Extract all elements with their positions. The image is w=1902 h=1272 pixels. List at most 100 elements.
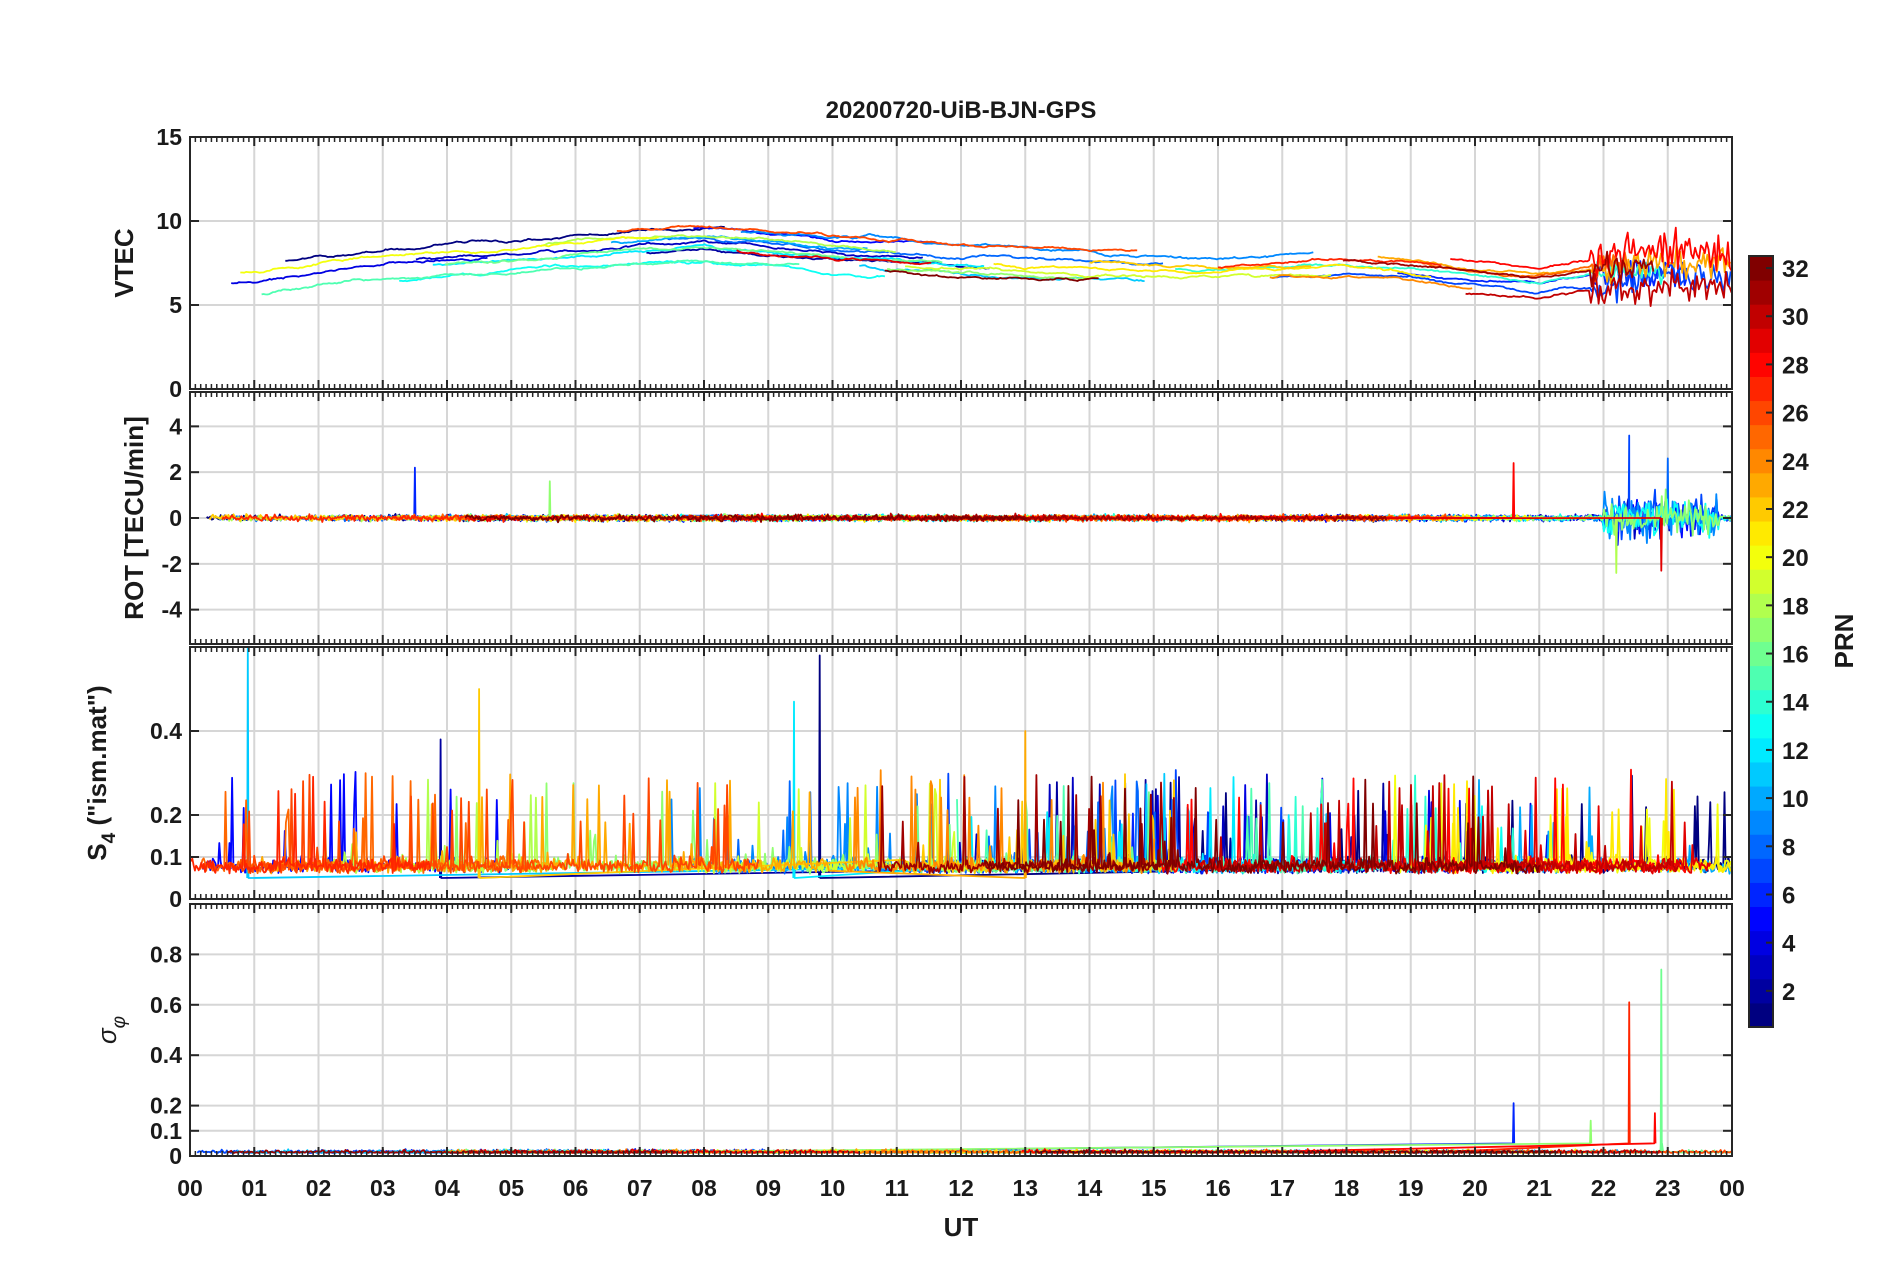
chart-title: 20200720-UiB-BJN-GPS — [826, 97, 1097, 124]
vtec-ytick-labels: 0 5 10 15 — [156, 124, 182, 402]
vtec-series-prn-27 — [1217, 257, 1442, 269]
vtec-series-prn-1 — [285, 225, 725, 262]
colorbar-tick-label: 16 — [1782, 642, 1809, 669]
sigma-ytick-label: 0.4 — [150, 1042, 182, 1068]
panel-s4: 0 0.1 0.2 0.4 S4 ("ism.mat") — [82, 646, 1733, 912]
x-tick-label: 09 — [755, 1175, 781, 1201]
s4-ytick-label: 0 — [169, 886, 182, 912]
colorbar-tick-label: 32 — [1782, 256, 1809, 283]
colorbar-frame — [1748, 255, 1774, 1028]
vtec-series-prn-4 — [231, 256, 488, 285]
x-tick-label: 23 — [1655, 1175, 1681, 1201]
rot-ytick-labels: -4 -2 0 2 4 — [162, 413, 183, 622]
x-tick-label: 16 — [1205, 1175, 1231, 1201]
vtec-axes-box — [189, 136, 1733, 390]
s4-series — [190, 647, 1732, 879]
colorbar-tick-label: 2 — [1782, 979, 1795, 1006]
vtec-series-prn-31 — [1342, 250, 1655, 288]
vtec-ytick-label: 5 — [169, 292, 182, 318]
vtec-series-prn-32 — [884, 269, 1099, 282]
s4-axes-box — [189, 646, 1733, 900]
colorbar-cell — [1749, 617, 1773, 642]
colorbar-tick-label: 20 — [1782, 545, 1809, 572]
sigma-ylabel-sub: φ — [109, 1016, 130, 1028]
vtec-series-prn-19 — [905, 265, 1332, 280]
colorbar-tick-label: 26 — [1782, 401, 1809, 428]
colorbar-cells — [1749, 256, 1773, 1028]
colorbar-cell — [1749, 665, 1773, 691]
s4-series-prn-27 — [190, 775, 431, 875]
vtec-series-prn-26 — [616, 224, 1138, 252]
sigma-grid — [190, 904, 1732, 1156]
sigma-ytick-label: 0.8 — [150, 941, 182, 967]
colorbar-cell — [1749, 280, 1773, 305]
colorbar-tick-label: 12 — [1782, 738, 1809, 765]
x-tick-label: 01 — [241, 1175, 267, 1201]
vtec-series-prn-3 — [415, 239, 924, 261]
colorbar-cell — [1749, 858, 1773, 883]
x-tick-label: 19 — [1398, 1175, 1424, 1201]
rot-axes-box — [189, 391, 1733, 645]
sigma-ytick-label: 0.6 — [150, 992, 182, 1018]
x-tick-label: 10 — [820, 1175, 846, 1201]
vtec-series-prn-28 — [1450, 226, 1732, 277]
colorbar-cell — [1749, 954, 1773, 980]
s4-ytick-label: 0.4 — [150, 718, 182, 744]
colorbar-label: PRN — [1829, 614, 1859, 669]
x-tick-labels: 00 01 02 03 04 05 06 07 08 09 10 11 12 13 14 15 16 17 18 19… — [177, 1175, 1745, 1201]
sigma-ytick-labels: 00.10.2 0.4 0.6 0.8 — [150, 941, 182, 1169]
x-tick-label: 15 — [1141, 1175, 1167, 1201]
colorbar-cell — [1749, 810, 1773, 835]
colorbar-tick-label: 14 — [1782, 690, 1809, 717]
rot-ytick-label: 0 — [169, 505, 182, 531]
vtec-series-prn-8 — [667, 236, 1164, 266]
sigma-ytick-label: 0.2 — [150, 1093, 182, 1119]
s4-ylabel: S4 ("ism.mat") — [82, 685, 120, 860]
colorbar-tick-label: 4 — [1782, 931, 1796, 958]
colorbar-cell — [1749, 521, 1773, 546]
colorbar-cell — [1749, 376, 1773, 402]
rot-series — [206, 434, 1732, 574]
colorbar-cell — [1749, 472, 1773, 498]
sigma-ytick-label: 0.1 — [150, 1118, 182, 1144]
x-tick-label: 11 — [885, 1175, 910, 1201]
panel-vtec: 0 5 10 15 VTEC — [109, 124, 1733, 402]
colorbar-cell — [1749, 906, 1773, 932]
vtec-series-prn-2 — [646, 247, 990, 270]
colorbar-tick-label: 24 — [1782, 449, 1809, 476]
vtec-ytick-label: 10 — [156, 208, 182, 234]
sigma-ytick-label: 0 — [169, 1143, 182, 1169]
colorbar-tick-label: 28 — [1782, 352, 1809, 379]
panel-sigma-phi: 00.10.2 0.4 0.6 0.8 σφ — [92, 903, 1733, 1169]
x-tick-label: 06 — [563, 1175, 589, 1201]
vtec-series-prn-22 — [1089, 260, 1312, 270]
vtec-series-prn-21 — [993, 262, 1432, 278]
sigma-ylabel-main: σ — [92, 1027, 122, 1044]
vtec-series-prn-29 — [736, 249, 932, 266]
s4-ylabel-main: S — [82, 843, 112, 860]
colorbar-cell — [1749, 713, 1773, 739]
x-tick-label: 21 — [1526, 1175, 1552, 1201]
vtec-series-prn-18 — [541, 234, 896, 254]
vtec-ylabel: VTEC — [109, 228, 139, 298]
colorbar-cell — [1749, 761, 1773, 787]
x-axis-label: UT — [944, 1212, 979, 1242]
colorbar-cell — [1749, 328, 1773, 353]
x-tick-label: 18 — [1334, 1175, 1360, 1201]
x-tick-label: 05 — [498, 1175, 524, 1201]
colorbar-cell — [1749, 424, 1773, 450]
colorbar-cell — [1749, 1002, 1773, 1028]
x-tick-label: 07 — [627, 1175, 653, 1201]
vtec-series-prn-20 — [240, 236, 659, 274]
vtec-ytick-label: 15 — [156, 124, 182, 150]
colorbar-tick-label: 8 — [1782, 834, 1795, 861]
x-tick-label: 02 — [306, 1175, 332, 1201]
x-tick-label: 03 — [370, 1175, 396, 1201]
sigma-ylabel: σφ — [92, 1016, 130, 1044]
vtec-series-prn-24 — [1269, 274, 1473, 290]
x-tick-label: 00 — [177, 1175, 203, 1201]
x-tick-label: 12 — [948, 1175, 974, 1201]
s4-ytick-label: 0.2 — [150, 802, 182, 828]
colorbar-tick-label: 22 — [1782, 497, 1809, 524]
x-tick-label: 20 — [1462, 1175, 1488, 1201]
